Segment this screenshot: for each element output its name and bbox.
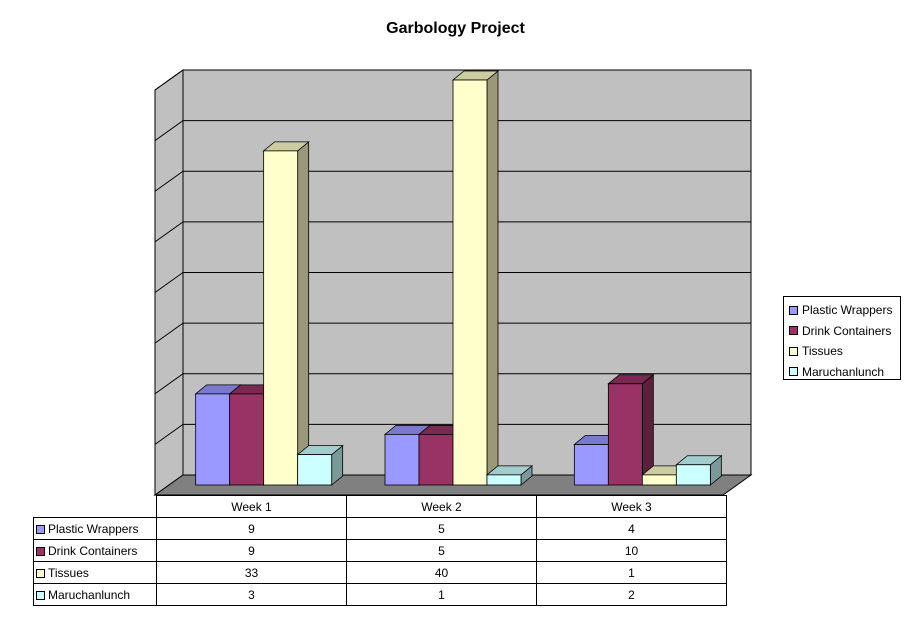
table-row: Maruchanlunch 3 1 2 <box>33 583 727 606</box>
gridline-side <box>154 373 184 395</box>
table-swatch <box>36 546 45 556</box>
table-row-header: Tissues <box>33 561 157 584</box>
legend-label: Tissues <box>802 344 843 359</box>
table-column-header: Week 3 <box>536 495 727 518</box>
bar-plastic-wrappers-3 <box>573 444 609 486</box>
legend-swatch <box>789 305 798 315</box>
bar-tissues-2-side <box>486 70 499 486</box>
legend-label: Plastic Wrappers <box>802 303 893 318</box>
table-row-header: Plastic Wrappers <box>33 517 157 540</box>
bar-maruchanlunch-1 <box>297 454 333 486</box>
table-column-header: Week 1 <box>156 495 347 518</box>
bar-maruchanlunch-3 <box>675 464 711 486</box>
gridline-side <box>154 322 184 344</box>
bar-plastic-wrappers-1 <box>195 393 231 486</box>
data-table: Week 1 Week 2 Week 3 Plastic Wrappers 9 5 4 Dr… <box>33 495 727 606</box>
bar-tissues-1 <box>263 150 299 486</box>
table-row-header: Maruchanlunch <box>33 583 157 606</box>
bar-drink-containers-1 <box>229 393 265 486</box>
table-cell: 33 <box>156 561 347 584</box>
table-row: Tissues 33 40 1 <box>33 561 727 584</box>
gridline-side <box>154 221 184 243</box>
table-row-label: Maruchanlunch <box>48 587 131 602</box>
legend-swatch <box>789 326 798 336</box>
table-swatch <box>36 590 45 600</box>
legend-label: Maruchanlunch <box>802 364 885 379</box>
legend-item: Plastic Wrappers <box>784 300 900 321</box>
legend-item: Drink Containers <box>784 321 900 342</box>
bar-tissues-3 <box>641 474 677 486</box>
table-cell: 5 <box>346 539 537 562</box>
bar-drink-containers-2 <box>418 433 454 486</box>
table-cell: 1 <box>536 561 727 584</box>
legend-swatch <box>789 346 798 356</box>
legend-item: Maruchanlunch <box>784 362 900 383</box>
bar-maruchanlunch-2 <box>486 474 522 486</box>
gridline-side <box>154 423 184 445</box>
table-row-header: Drink Containers <box>33 539 157 562</box>
table-cell: 9 <box>156 517 347 540</box>
table-cell: 4 <box>536 517 727 540</box>
table-header-row: Week 1 Week 2 Week 3 <box>33 495 727 518</box>
gridline-side <box>154 69 184 91</box>
table-cell: 10 <box>536 539 727 562</box>
legend-label: Drink Containers <box>802 323 892 338</box>
table-row-label: Plastic Wrappers <box>48 521 139 536</box>
bar-tissues-1-side <box>297 141 310 486</box>
table-row-label: Drink Containers <box>48 543 138 558</box>
legend-swatch <box>789 367 798 377</box>
table-swatch <box>36 568 45 578</box>
chart-title: Garbology Project <box>386 20 525 37</box>
table-row: Drink Containers 9 5 10 <box>33 539 727 562</box>
table-cell: 3 <box>156 583 347 606</box>
table-cell: 40 <box>346 561 537 584</box>
bar-tissues-2 <box>452 79 488 486</box>
legend-item: Tissues <box>784 341 900 362</box>
table-cell: 2 <box>536 583 727 606</box>
table-cell: 1 <box>346 583 537 606</box>
table-swatch <box>36 524 45 534</box>
table-row-label: Tissues <box>48 565 89 580</box>
gridline-side <box>154 170 184 192</box>
table-corner <box>33 495 157 518</box>
legend: Plastic Wrappers Drink Containers Tissues M… <box>783 296 901 380</box>
bar-drink-containers-3 <box>607 383 643 486</box>
table-cell: 9 <box>156 539 347 562</box>
bar-plastic-wrappers-2 <box>384 433 420 486</box>
table-cell: 5 <box>346 517 537 540</box>
table-row: Plastic Wrappers 9 5 4 <box>33 517 727 540</box>
gridline-side <box>154 120 184 142</box>
table-column-header: Week 2 <box>346 495 537 518</box>
gridline-side <box>154 272 184 293</box>
